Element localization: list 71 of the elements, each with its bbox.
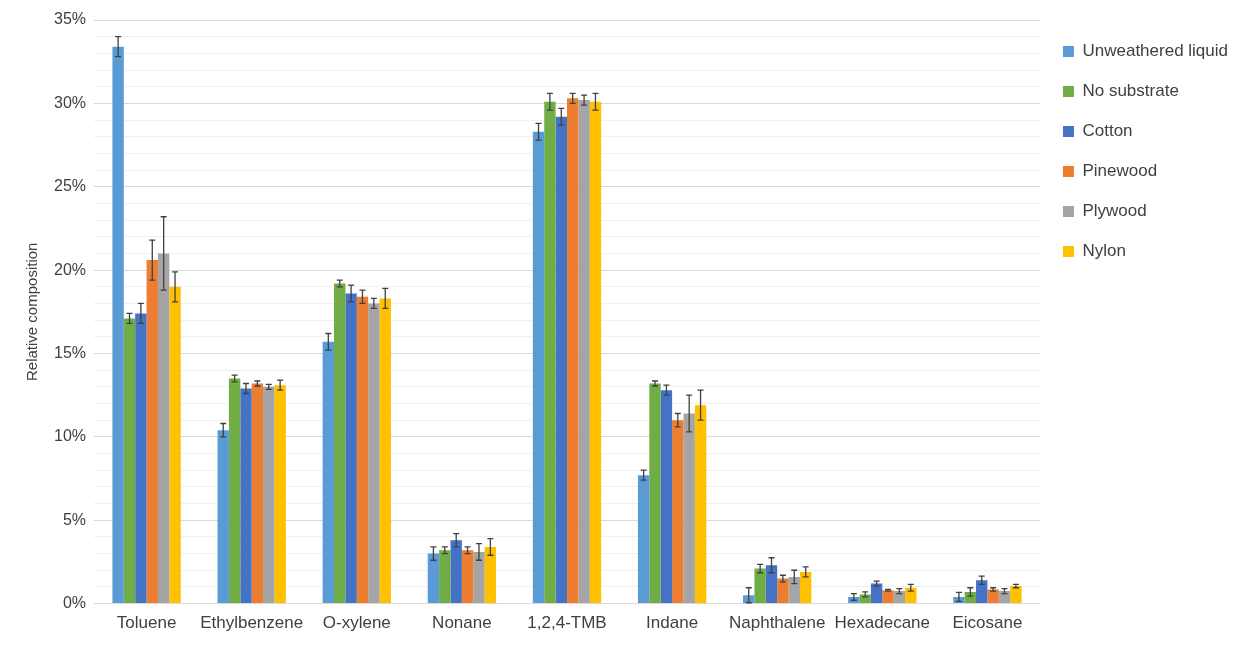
bar: [345, 293, 357, 604]
legend-label: No substrate: [1082, 81, 1179, 101]
legend-label: Cotton: [1082, 121, 1133, 141]
bar: [754, 568, 766, 604]
bar: [123, 318, 136, 604]
x-tick-label: Indane: [646, 613, 699, 633]
y-tick-label: 5%: [62, 510, 87, 528]
bar: [765, 565, 778, 604]
bar: [589, 101, 602, 604]
bar: [427, 553, 440, 604]
bar: [578, 100, 590, 604]
legend-label: Pinewood: [1082, 161, 1158, 181]
y-tick-label: 0%: [62, 594, 87, 612]
bar: [777, 578, 789, 604]
x-tick-label: Ethylbenzene: [200, 613, 304, 633]
bar: [112, 46, 124, 604]
bar: [157, 253, 170, 604]
x-tick-label: Hexadecane: [834, 613, 931, 633]
bar: [228, 378, 241, 604]
bar: [544, 101, 556, 604]
bar: [566, 98, 579, 604]
x-tick-label: Toluene: [116, 613, 177, 633]
bar: [263, 386, 275, 604]
bar: [976, 580, 988, 604]
bar: [135, 313, 147, 604]
y-tick-label: 35%: [53, 10, 87, 28]
bar: [882, 590, 894, 604]
bar: [637, 475, 650, 604]
bar: [169, 286, 181, 604]
bar: [1010, 586, 1022, 604]
bar: [672, 420, 684, 604]
x-tick-label: Naphthalene: [728, 613, 826, 633]
bar: [998, 591, 1011, 604]
bar: [450, 540, 462, 604]
bar: [240, 388, 252, 604]
legend-label: Nylon: [1082, 241, 1126, 261]
legend-label: Unweathered liquid: [1082, 41, 1229, 61]
y-tick-label: 30%: [53, 93, 87, 111]
legend-label: Plywood: [1082, 201, 1147, 221]
bar: [146, 260, 158, 604]
y-axis-title: Relative composition: [23, 242, 41, 381]
x-tick-label: O-xylene: [322, 613, 391, 633]
bar: [683, 413, 695, 604]
bar: [893, 591, 906, 604]
bar: [532, 131, 545, 604]
bar: [484, 546, 497, 604]
y-tick-label: 20%: [53, 260, 87, 278]
bar: [555, 116, 567, 604]
bar: [251, 383, 264, 604]
bar: [379, 298, 391, 604]
bar: [788, 576, 800, 604]
bar: [356, 296, 369, 604]
bar: [649, 383, 661, 604]
bar: [461, 550, 474, 604]
bar: [274, 385, 286, 604]
bar: [473, 551, 485, 604]
y-tick-label: 10%: [53, 427, 87, 445]
bar: [987, 589, 999, 604]
bar: [799, 571, 812, 604]
bar: [439, 550, 451, 604]
x-tick-label: Nonane: [432, 613, 492, 633]
bar: [334, 283, 346, 604]
x-tick-label: Eicosane: [952, 613, 1023, 633]
bar: [217, 430, 229, 604]
y-tick-label: 15%: [53, 343, 87, 361]
bar: [694, 405, 707, 604]
x-tick-label: 1,2,4-TMB: [527, 613, 607, 633]
bar: [322, 341, 335, 604]
bar: [660, 390, 673, 604]
y-tick-label: 25%: [53, 177, 87, 195]
bar: [368, 303, 380, 604]
